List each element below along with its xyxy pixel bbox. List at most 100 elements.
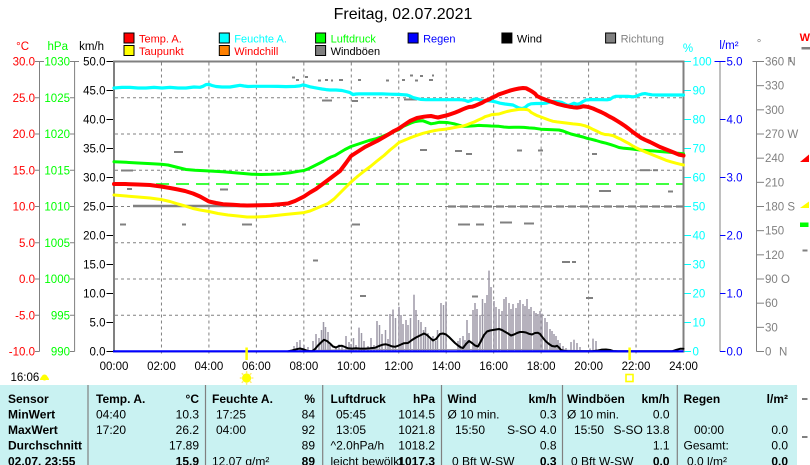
- svg-text:W: W: [800, 32, 810, 44]
- svg-text:0 Bft W-SW: 0 Bft W-SW: [452, 455, 515, 465]
- svg-text:5.0: 5.0: [19, 238, 35, 250]
- svg-text:Windböen: Windböen: [331, 46, 381, 58]
- svg-text:1010: 1010: [44, 202, 70, 214]
- svg-text:1030: 1030: [44, 57, 70, 69]
- svg-text:1014.5: 1014.5: [398, 407, 435, 421]
- svg-text:Freitag, 02.07.2021: Freitag, 02.07.2021: [334, 6, 473, 23]
- svg-text:60: 60: [765, 298, 778, 310]
- svg-text:12.07 g/m²: 12.07 g/m²: [212, 455, 269, 465]
- svg-text:Luftdruck: Luftdruck: [331, 34, 377, 46]
- svg-text:0.0: 0.0: [653, 407, 670, 421]
- svg-text:Luftdruck: Luftdruck: [331, 392, 387, 406]
- svg-text:Taupunkt: Taupunkt: [139, 46, 184, 58]
- svg-text:240: 240: [765, 153, 784, 165]
- svg-text:Windchill: Windchill: [234, 46, 278, 58]
- svg-text:300: 300: [765, 105, 784, 117]
- svg-text:Regen: Regen: [684, 392, 721, 406]
- svg-text:17:25: 17:25: [216, 407, 246, 421]
- svg-text:04:40: 04:40: [96, 407, 126, 421]
- svg-text:02:00: 02:00: [147, 361, 176, 373]
- svg-text:50.0: 50.0: [83, 57, 105, 69]
- svg-text:Feuchte A.: Feuchte A.: [212, 392, 273, 406]
- svg-text:-5.0: -5.0: [15, 310, 35, 322]
- svg-text:0 Bft W-SW: 0 Bft W-SW: [571, 455, 634, 465]
- svg-text:Durchschnitt: Durchschnitt: [8, 438, 82, 452]
- svg-text:24:00: 24:00: [669, 361, 698, 373]
- svg-text:92: 92: [302, 423, 316, 437]
- svg-text:25.0: 25.0: [13, 93, 35, 105]
- svg-text:40: 40: [693, 231, 706, 243]
- svg-text:leicht bewölkt: leicht bewölkt: [331, 455, 404, 465]
- svg-text:0: 0: [693, 347, 699, 359]
- svg-text:50: 50: [693, 202, 706, 214]
- svg-text:10: 10: [693, 318, 706, 330]
- svg-text:15.0: 15.0: [13, 165, 35, 177]
- svg-text:km/h: km/h: [641, 392, 669, 406]
- svg-text:1018.2: 1018.2: [398, 438, 435, 452]
- svg-text:1025: 1025: [44, 93, 70, 105]
- svg-text:180 S: 180 S: [765, 202, 795, 214]
- svg-text:1005: 1005: [44, 238, 70, 250]
- svg-text:0.0: 0.0: [90, 347, 106, 359]
- svg-text:120: 120: [765, 250, 784, 262]
- svg-text:270 W: 270 W: [765, 129, 798, 141]
- svg-text:84: 84: [302, 407, 316, 421]
- svg-text:06:00: 06:00: [242, 361, 271, 373]
- svg-text:1.1: 1.1: [653, 438, 670, 452]
- svg-text:70: 70: [693, 144, 706, 156]
- svg-text:km/h: km/h: [528, 392, 556, 406]
- svg-text:S-SO 4.0: S-SO 4.0: [507, 423, 557, 437]
- svg-text:60: 60: [693, 173, 706, 185]
- svg-text:°C: °C: [186, 392, 200, 406]
- svg-text:0.0: 0.0: [771, 438, 788, 452]
- svg-text:Ø 10 min.: Ø 10 min.: [448, 407, 500, 421]
- svg-text:Sensor: Sensor: [8, 392, 49, 406]
- svg-text:0.0: 0.0: [19, 274, 35, 286]
- svg-text:^2.0hPa/h: ^2.0hPa/h: [331, 438, 385, 452]
- svg-text:360 N: 360 N: [765, 57, 796, 69]
- svg-text:26.2: 26.2: [176, 423, 200, 437]
- svg-text:02.07. 23:55: 02.07. 23:55: [8, 455, 76, 465]
- svg-text:20.0: 20.0: [13, 129, 35, 141]
- svg-text:17.89: 17.89: [169, 438, 199, 452]
- svg-text:25.0: 25.0: [83, 202, 105, 214]
- svg-text:20:00: 20:00: [574, 361, 603, 373]
- svg-text:20.0: 20.0: [83, 231, 105, 243]
- svg-text:km/h: km/h: [79, 41, 104, 53]
- svg-text:1.0: 1.0: [727, 289, 743, 301]
- svg-text:20: 20: [693, 289, 706, 301]
- svg-text:90 O: 90 O: [765, 274, 790, 286]
- svg-text:-10.0: -10.0: [9, 347, 35, 359]
- svg-text:00:00: 00:00: [100, 361, 129, 373]
- svg-text:1017.3: 1017.3: [398, 455, 435, 465]
- svg-text:15:50: 15:50: [574, 423, 604, 437]
- svg-text:10:00: 10:00: [337, 361, 366, 373]
- svg-text:0.3: 0.3: [540, 407, 557, 421]
- svg-text:16:06: 16:06: [11, 372, 40, 384]
- svg-text:Feuchte A.: Feuchte A.: [234, 34, 287, 46]
- svg-text:1021.8: 1021.8: [398, 423, 435, 437]
- svg-text:30: 30: [765, 322, 778, 334]
- svg-text:330: 330: [765, 81, 784, 93]
- svg-text:0.0: 0.0: [653, 455, 670, 465]
- svg-text:210: 210: [765, 177, 784, 189]
- svg-text:22:00: 22:00: [622, 361, 651, 373]
- svg-text:Gesamt:: Gesamt:: [684, 438, 729, 452]
- svg-text:Ø 10 min.: Ø 10 min.: [567, 407, 619, 421]
- svg-text:995: 995: [51, 310, 70, 322]
- svg-text:89: 89: [302, 438, 316, 452]
- svg-text:%: %: [304, 392, 315, 406]
- svg-text:0.0 l/m²: 0.0 l/m²: [687, 455, 727, 465]
- svg-text:1015: 1015: [44, 165, 70, 177]
- svg-text:100: 100: [693, 57, 712, 69]
- svg-text:hPa: hPa: [48, 41, 69, 53]
- svg-text:35.0: 35.0: [83, 144, 105, 156]
- svg-text:Wind: Wind: [517, 34, 542, 46]
- svg-text:18:00: 18:00: [527, 361, 556, 373]
- svg-text:°C: °C: [16, 41, 29, 53]
- svg-text:%: %: [683, 43, 693, 55]
- svg-text:l/m²: l/m²: [767, 392, 788, 406]
- svg-text:hPa: hPa: [413, 392, 435, 406]
- svg-text:0.0: 0.0: [771, 455, 788, 465]
- svg-text:08:00: 08:00: [289, 361, 318, 373]
